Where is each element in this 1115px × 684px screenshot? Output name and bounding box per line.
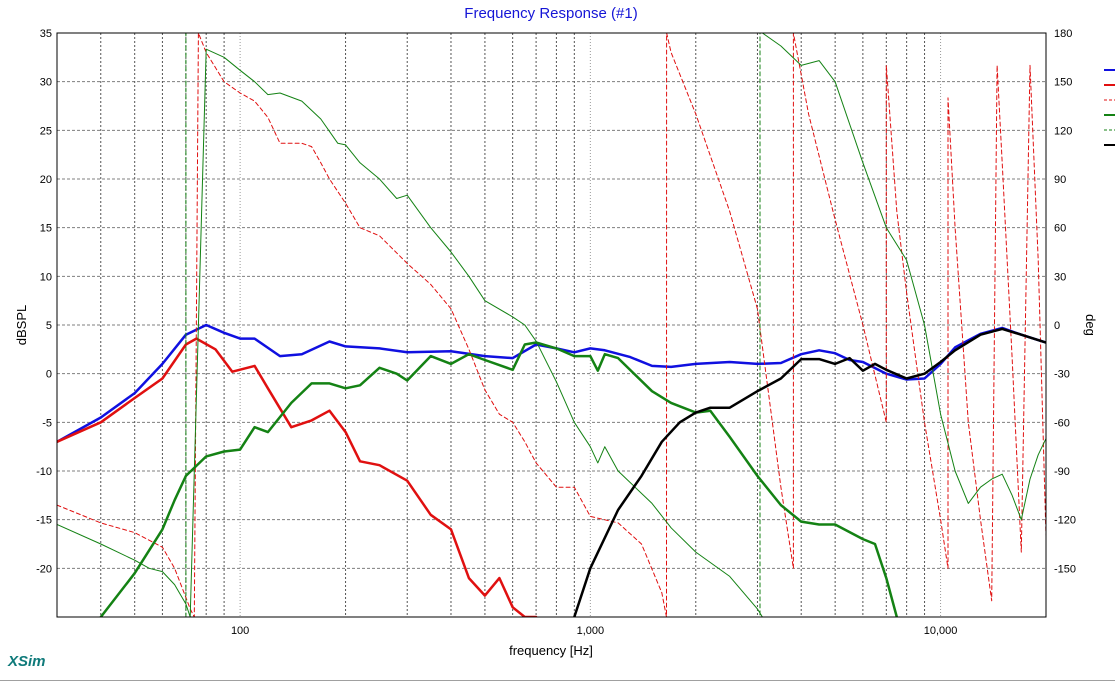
x-axis-label: frequency [Hz] xyxy=(509,643,593,658)
y2-tick-label: -90 xyxy=(1054,466,1070,478)
xsim-brand-logo: XSim xyxy=(7,653,46,670)
series-line-5 xyxy=(57,48,763,617)
series-layer xyxy=(57,33,1046,617)
series-line-7 xyxy=(185,33,761,617)
y-tick-label: 25 xyxy=(40,125,52,137)
y-tick-label: 20 xyxy=(40,174,52,186)
series-line-3 xyxy=(57,33,1046,617)
y2-tick-label: 180 xyxy=(1054,28,1072,40)
y2-tick-label: 0 xyxy=(1054,320,1060,332)
series-line-6 xyxy=(761,33,1046,521)
y2-tick-label: -30 xyxy=(1054,369,1070,381)
y2-tick-label: 30 xyxy=(1054,271,1066,283)
y-tick-label: -15 xyxy=(36,515,52,527)
y-tick-label: 0 xyxy=(46,369,52,381)
x-tick-label: 1,000 xyxy=(577,625,605,637)
y-tick-label: 5 xyxy=(46,320,52,332)
y2-tick-label: 150 xyxy=(1054,77,1072,89)
plot-frame xyxy=(56,32,1047,618)
y2-axis-label: deg xyxy=(1083,314,1098,336)
y-axis-label: dBSPL xyxy=(14,305,29,345)
y-tick-label: 30 xyxy=(40,77,52,89)
x-tick-label: 100 xyxy=(231,625,249,637)
chart-title: Frequency Response (#1) xyxy=(464,5,637,22)
y2-tick-label: 120 xyxy=(1054,125,1072,137)
y2-tick-label: -150 xyxy=(1054,563,1076,575)
y-tick-label: 15 xyxy=(40,223,52,235)
bottom-divider xyxy=(0,680,1115,681)
series-line-4 xyxy=(99,341,899,617)
series-line-2 xyxy=(57,337,538,617)
y-tick-label: -5 xyxy=(42,417,52,429)
y-tick-label: 35 xyxy=(40,28,52,40)
legend xyxy=(1104,69,1115,146)
y-tick-label: -10 xyxy=(36,466,52,478)
x-tick-label: 10,000 xyxy=(924,625,958,637)
series-line-8 xyxy=(573,327,1046,617)
y2-tick-label: 60 xyxy=(1054,223,1066,235)
y-tick-label: 10 xyxy=(40,271,52,283)
y2-tick-label: 90 xyxy=(1054,174,1066,186)
y2-tick-label: -60 xyxy=(1054,417,1070,429)
y2-tick-label: -120 xyxy=(1054,515,1076,527)
y-tick-label: -20 xyxy=(36,563,52,575)
series-line-1 xyxy=(57,323,1046,444)
tick-labels: 35 30 25 20 15 10 5 0 -5 -10 -15 -20 180 150 120 90 60 30… xyxy=(36,28,1076,637)
